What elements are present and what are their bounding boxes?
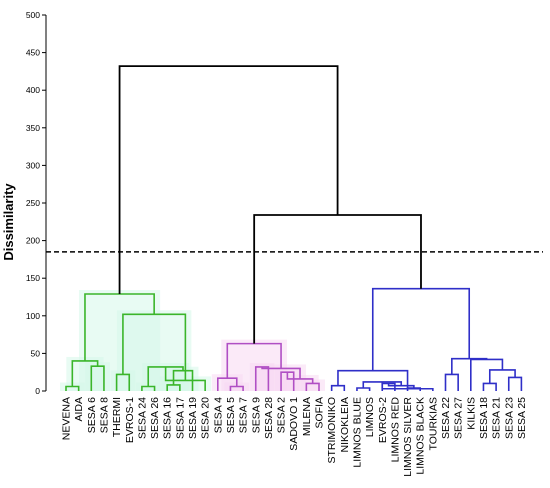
dendrogram-link (451, 357, 488, 375)
leaf-label: LIMNOS (364, 397, 376, 437)
leaf-label: EVROS-2 (377, 397, 389, 443)
leaf-label: LIMNOS RED (389, 397, 401, 463)
leaf-label: SESA 19 (187, 397, 199, 439)
y-tick-label: 200 (26, 236, 40, 246)
leaf-label: SESA 17 (174, 397, 186, 439)
leaf-label: THERMI (111, 397, 123, 437)
y-axis: 0 50 100 150 200 250 300 350 400 450 500 (26, 10, 47, 396)
leaf-label: LIMNOS BLUE (351, 397, 363, 468)
leaf-label: SESA 26 (149, 397, 161, 439)
leaf-label: SESA 16 (162, 397, 174, 439)
y-tick-label: 500 (26, 10, 40, 20)
dendrogram-link (507, 376, 523, 391)
y-tick-label: 0 (35, 386, 40, 396)
leaf-label: SOFIA (314, 397, 326, 429)
y-tick-label: 100 (26, 311, 40, 321)
leaf-label: SESA 5 (225, 397, 237, 433)
leaf-label: SADOVO 1 (288, 397, 300, 451)
leaf-label: SESA 20 (200, 397, 212, 439)
leaf-label: LIMNOS BLACK (415, 397, 427, 475)
y-tick-label: 50 (31, 348, 41, 358)
y-tick-label: 300 (26, 160, 40, 170)
leaf-label: NEVENA (61, 397, 73, 440)
leaf-label: SESA 27 (453, 397, 465, 439)
leaf-label: SESA 2 (276, 397, 288, 433)
leaf-label: SESA 9 (250, 397, 262, 433)
leaf-label: KILKIS (465, 397, 477, 430)
leaf-label: MILENA (301, 397, 313, 436)
dendrogram-link (118, 65, 339, 294)
dendrogram-link (330, 384, 346, 391)
leaf-labels: NEVENA AIDA SESA 6 SESA 8 THERMI EVROS-1 SESA … (61, 397, 528, 477)
leaf-label: TOURKIAS (427, 397, 439, 450)
leaf-label: SESA 28 (263, 397, 275, 439)
y-tick-label: 450 (26, 48, 40, 58)
dendrogram-link (482, 382, 497, 391)
leaf-label: SESA 6 (86, 397, 98, 433)
dendrogram-link (356, 387, 371, 391)
dendrogram-link (444, 373, 459, 391)
leaf-label: SESA 21 (491, 397, 503, 439)
dendrogram-link (253, 214, 422, 344)
y-tick-label: 250 (26, 198, 40, 208)
dendrogram-links (65, 65, 523, 391)
leaf-label: SESA 7 (238, 397, 250, 433)
leaf-label: SESA 4 (212, 397, 224, 433)
leaf-label: SESA 24 (136, 397, 148, 439)
leaf-label: LIMNOS SILVER (402, 397, 414, 477)
leaf-label: SESA 23 (503, 397, 515, 439)
cluster-shade (221, 339, 288, 391)
leaf-label: SESA 8 (98, 397, 110, 433)
y-tick-label: 350 (26, 123, 40, 133)
leaf-label: NIKOKLEIA (339, 397, 351, 452)
leaf-label: AIDA (73, 397, 85, 422)
y-tick-label: 150 (26, 273, 40, 283)
leaf-label: EVROS-1 (124, 397, 136, 443)
leaf-label: STRIMONIKO (326, 397, 338, 464)
y-tick-label: 400 (26, 85, 40, 95)
y-axis-label: Dissimilarity (1, 183, 16, 261)
dendrogram-link (470, 358, 504, 391)
leaf-label: SESA 18 (478, 397, 490, 439)
leaf-label: SESA 25 (516, 397, 528, 439)
leaf-label: SESA 22 (440, 397, 452, 439)
